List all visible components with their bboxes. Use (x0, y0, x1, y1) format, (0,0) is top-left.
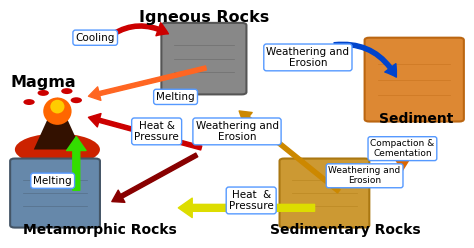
Circle shape (23, 99, 35, 105)
Text: Weathering and
Erosion: Weathering and Erosion (195, 121, 279, 142)
FancyBboxPatch shape (161, 23, 246, 94)
FancyArrowPatch shape (239, 111, 340, 193)
Text: Heat  &
Pressure: Heat & Pressure (229, 190, 273, 211)
Ellipse shape (15, 133, 100, 165)
Ellipse shape (43, 97, 72, 125)
Circle shape (37, 90, 49, 96)
FancyArrowPatch shape (112, 153, 198, 202)
FancyBboxPatch shape (10, 158, 100, 228)
FancyArrowPatch shape (395, 142, 410, 171)
Text: Compaction &
Cementation: Compaction & Cementation (370, 139, 435, 158)
FancyArrowPatch shape (89, 114, 202, 150)
Text: Sedimentary Rocks: Sedimentary Rocks (270, 223, 421, 237)
Text: Sediment: Sediment (379, 112, 454, 126)
FancyArrowPatch shape (106, 23, 168, 40)
Text: Magma: Magma (10, 75, 76, 90)
FancyArrowPatch shape (66, 137, 86, 190)
FancyArrowPatch shape (178, 198, 315, 217)
Text: Weathering and
Erosion: Weathering and Erosion (328, 166, 401, 186)
Polygon shape (34, 97, 81, 150)
Ellipse shape (50, 100, 64, 113)
Text: Igneous Rocks: Igneous Rocks (139, 10, 269, 26)
Text: Melting: Melting (33, 176, 72, 186)
FancyArrowPatch shape (89, 66, 207, 100)
FancyBboxPatch shape (280, 158, 369, 228)
Circle shape (61, 88, 73, 94)
Text: Weathering and
Erosion: Weathering and Erosion (266, 47, 349, 68)
Text: Heat &
Pressure: Heat & Pressure (134, 121, 179, 142)
Text: Melting: Melting (156, 92, 195, 102)
Circle shape (71, 97, 82, 103)
Text: Metamorphic Rocks: Metamorphic Rocks (23, 223, 177, 237)
Text: Cooling: Cooling (75, 33, 115, 43)
FancyArrowPatch shape (334, 42, 396, 77)
FancyBboxPatch shape (365, 38, 464, 122)
